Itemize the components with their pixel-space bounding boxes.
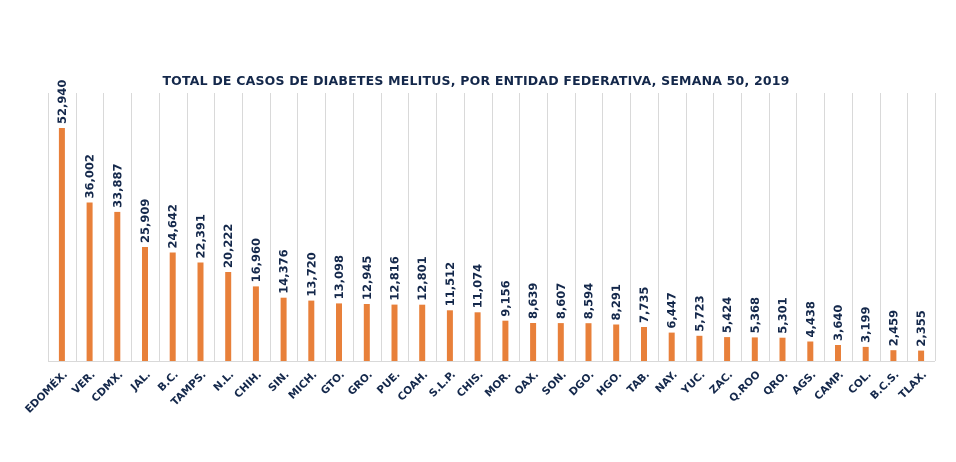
bar-nl — [225, 272, 232, 361]
value-label: 5,368 — [748, 297, 762, 333]
value-label: 33,887 — [110, 164, 124, 208]
value-label: 16,960 — [249, 238, 263, 282]
category-label: CHIH. — [232, 369, 264, 401]
bar-jal — [142, 247, 148, 361]
bar-chis — [474, 312, 481, 361]
value-label: 4,438 — [803, 301, 817, 337]
bar-hgo — [613, 324, 620, 361]
bar-coah — [419, 304, 426, 361]
value-label: 8,594 — [582, 283, 596, 319]
bar-son — [557, 323, 564, 361]
category-label: GTO. — [319, 369, 347, 397]
value-label: 11,074 — [471, 264, 485, 308]
bar-tlax — [918, 350, 925, 361]
value-label: 9,156 — [498, 280, 512, 316]
category-label: TLAX. — [897, 369, 930, 402]
gridlines — [48, 93, 936, 361]
value-label: 8,291 — [609, 284, 623, 320]
category-label: N.L. — [211, 369, 236, 394]
value-label: 25,909 — [138, 199, 152, 243]
bars — [58, 128, 925, 361]
value-label: 6,447 — [665, 292, 679, 328]
value-label: 22,391 — [194, 214, 208, 258]
value-label: 2,459 — [886, 310, 900, 346]
bar-camp — [835, 345, 841, 361]
bar-gro — [363, 304, 370, 361]
category-label: HGO. — [595, 369, 625, 399]
bar-mor — [502, 320, 509, 361]
value-label: 24,642 — [166, 204, 180, 248]
value-label: 7,735 — [637, 287, 651, 323]
bar-zac — [724, 337, 731, 361]
bar-slp — [446, 310, 453, 361]
bar-qro — [779, 337, 786, 361]
value-label: 52,940 — [55, 80, 69, 124]
bar-tab — [641, 327, 647, 361]
value-label: 12,801 — [415, 256, 429, 300]
bar-bcs — [890, 350, 897, 361]
bar-tamps — [197, 262, 204, 361]
value-label: 13,720 — [304, 252, 318, 296]
bar-cdmx — [114, 211, 121, 361]
category-label: JAL. — [128, 369, 153, 394]
value-label: 8,607 — [554, 283, 568, 319]
value-label: 14,376 — [277, 249, 291, 293]
value-label: 2,355 — [914, 310, 928, 346]
category-label: DGO. — [567, 369, 597, 399]
category-label: OAX. — [512, 369, 541, 398]
value-label: 5,723 — [692, 295, 706, 331]
value-label: 12,945 — [360, 256, 374, 300]
category-label: SON. — [540, 369, 569, 398]
category-label: CHIS. — [455, 369, 486, 400]
category-label: MOR. — [483, 369, 514, 400]
category-label: YUC. — [679, 369, 708, 398]
value-label: 3,640 — [831, 305, 845, 341]
category-label: CDMX. — [89, 369, 125, 405]
category-label: B.C.S. — [868, 369, 901, 402]
bar-yuc — [696, 335, 703, 361]
bar-col — [862, 346, 869, 361]
category-label: B.C. — [156, 369, 181, 394]
chart-title: TOTAL DE CASOS DE DIABETES MELITUS, POR … — [162, 73, 789, 88]
value-label: 8,639 — [526, 283, 540, 319]
bar-chih — [252, 286, 259, 361]
bar-dgo — [585, 323, 592, 361]
bar-gto — [336, 303, 342, 361]
category-labels: EDOMÉX. VER.CDMX. JAL. B.C.TAMPS. N.L.CHIH. S… — [22, 368, 929, 416]
category-label: MICH. — [286, 369, 319, 402]
bar-nay — [668, 332, 675, 361]
bar-ags — [807, 341, 814, 361]
value-label: 13,098 — [332, 255, 346, 299]
category-label: EDOMÉX. — [22, 368, 70, 416]
bar-qroo — [751, 337, 758, 361]
value-label: 36,002 — [83, 154, 97, 198]
bar-mich — [308, 300, 315, 361]
category-label: CAMP. — [812, 369, 846, 403]
bar-sin — [280, 297, 287, 361]
category-label: TAB. — [625, 369, 652, 396]
value-label: 11,512 — [443, 262, 457, 306]
bar-bc — [169, 252, 176, 361]
category-label: Q.ROO — [727, 369, 763, 405]
category-label: GRO. — [346, 369, 375, 398]
value-label: 12,816 — [388, 256, 402, 300]
category-label: QRO. — [761, 369, 790, 398]
bar-oax — [530, 323, 537, 361]
category-label: COAH. — [395, 369, 430, 404]
value-label: 5,301 — [776, 297, 790, 333]
bar-ver — [86, 202, 93, 361]
value-labels: 52,940 36,002 33,887 25,909 24,642 22,391 20,2… — [55, 80, 928, 347]
category-label: S.L.P. — [427, 369, 458, 400]
bar-edomx — [58, 128, 65, 361]
value-label: 20,222 — [221, 224, 235, 268]
value-label: 3,199 — [859, 307, 873, 343]
value-label: 5,424 — [720, 297, 734, 333]
bar-pue — [391, 304, 398, 361]
category-label: NAY. — [653, 369, 680, 396]
